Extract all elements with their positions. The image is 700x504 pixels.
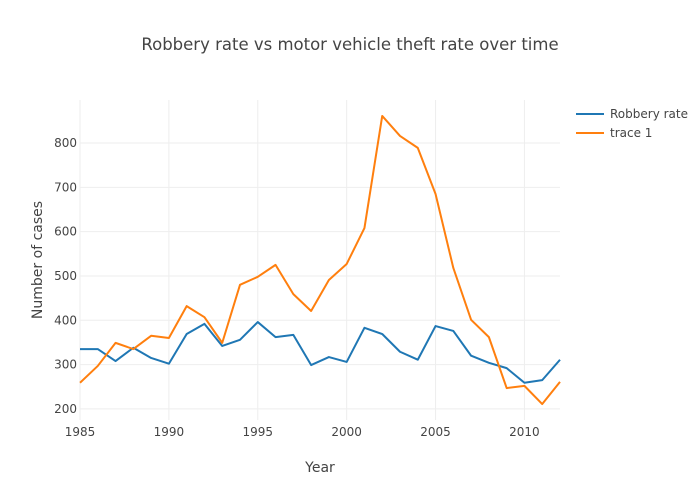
legend-label: Robbery rate [610, 107, 688, 121]
x-axis-ticks: 1985 1990 1995 2000 2005 2010 [65, 425, 540, 439]
y-tick-label: 200 [54, 402, 77, 416]
grid [79, 100, 560, 420]
series-line-robbery-rate [80, 321, 561, 384]
x-tick-label: 1995 [243, 425, 274, 439]
chart-title: Robbery rate vs motor vehicle theft rate… [141, 35, 558, 54]
y-axis-ticks: 200 300 400 500 600 700 800 [54, 136, 77, 416]
y-tick-label: 700 [54, 180, 77, 194]
y-tick-label: 800 [54, 136, 77, 150]
series-line-trace-1 [79, 114, 561, 406]
x-axis-label: Year [304, 460, 335, 476]
legend-label: trace 1 [610, 126, 652, 140]
y-tick-label: 400 [54, 313, 77, 327]
y-tick-label: 600 [54, 225, 77, 239]
legend[interactable]: Robbery rate trace 1 [576, 107, 688, 140]
series-lines [79, 114, 561, 406]
y-tick-label: 500 [54, 269, 77, 283]
x-tick-label: 1985 [65, 425, 96, 439]
x-tick-label: 2000 [331, 425, 362, 439]
y-tick-label: 300 [54, 358, 77, 372]
x-tick-label: 1990 [154, 425, 185, 439]
y-axis-label: Number of cases [30, 201, 46, 319]
x-tick-label: 2005 [420, 425, 451, 439]
x-tick-label: 2010 [509, 425, 540, 439]
